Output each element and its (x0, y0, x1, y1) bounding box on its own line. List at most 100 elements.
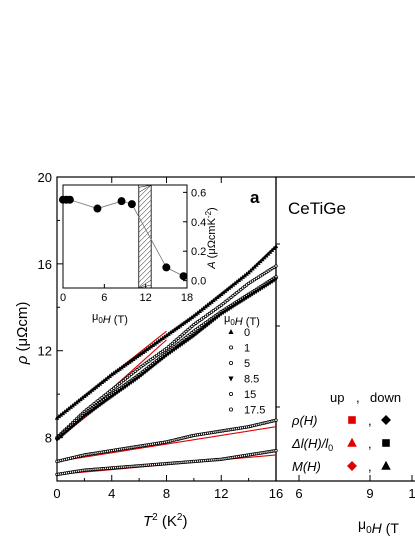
legend-label: 1 (244, 343, 250, 355)
data-point (105, 397, 111, 402)
fit-line (56, 426, 277, 463)
data-point (166, 351, 171, 357)
data-point (220, 310, 226, 316)
legend-down-marker (381, 460, 391, 470)
data-point (62, 431, 68, 436)
data-point (273, 277, 279, 282)
data-point (242, 297, 247, 302)
right-x-tick-label: 9 (366, 486, 373, 501)
data-point (176, 344, 181, 350)
legend-label: 5 (244, 358, 250, 370)
data-point (183, 339, 189, 344)
data-point (211, 318, 216, 323)
data-point (248, 293, 253, 298)
legend-marker (228, 329, 234, 335)
data-point (80, 415, 85, 421)
right-x-tick-label: 6 (295, 486, 302, 501)
legend-label: 15 (244, 389, 256, 401)
inset-data-point (162, 263, 171, 272)
data-point (262, 284, 267, 290)
data-point (95, 404, 101, 409)
data-point (226, 307, 232, 312)
data-point (76, 419, 81, 424)
data-point (134, 376, 140, 381)
data-point (205, 322, 210, 328)
inset-x-label: μ0H (T) (92, 311, 128, 326)
data-point (162, 354, 167, 360)
inset-y-tick-label: 0.4 (191, 217, 206, 229)
x-tick-label: 0 (53, 486, 60, 501)
data-point (99, 401, 105, 406)
legend-marker (228, 407, 233, 412)
data-point (111, 393, 116, 398)
data-point (213, 316, 218, 322)
data-point (244, 295, 249, 301)
data-point (274, 448, 278, 453)
data-point (168, 350, 173, 355)
data-point (230, 304, 236, 309)
y-axis-label: ρ (μΩcm) (14, 302, 31, 366)
data-point (150, 364, 156, 369)
data-point (148, 365, 154, 371)
inset-y-tick-label: 0.2 (191, 246, 206, 258)
legend-up-marker (347, 461, 357, 471)
legend-marker (228, 376, 234, 382)
data-point (174, 346, 179, 351)
data-point (152, 362, 157, 367)
data-point (179, 342, 185, 347)
data-point (224, 308, 230, 313)
y-tick-label: 12 (38, 344, 52, 359)
legend-label: 8.5 (244, 374, 259, 386)
legend-up-marker (348, 416, 356, 424)
data-point (172, 347, 177, 353)
data-point (209, 319, 214, 325)
data-point (84, 412, 89, 418)
legend-down-marker (382, 439, 390, 447)
data-point (258, 287, 263, 292)
data-point (260, 286, 265, 291)
data-point (125, 383, 130, 388)
y-tick-label: 16 (38, 257, 52, 272)
x-tick-label: 8 (163, 486, 170, 501)
legend-up-marker (347, 437, 357, 447)
data-point (72, 422, 77, 427)
data-point (164, 353, 169, 358)
data-point (271, 278, 277, 283)
data-point (158, 358, 163, 363)
data-point (142, 370, 148, 375)
data-point (252, 291, 257, 296)
legend-down-marker (381, 415, 391, 425)
data-point (58, 434, 64, 439)
data-point (103, 398, 109, 404)
data-point (215, 315, 220, 320)
data-point (187, 336, 193, 341)
data-point (119, 387, 124, 392)
data-point (107, 396, 113, 401)
data-point (136, 375, 142, 380)
data-point (207, 321, 212, 326)
right-panel-title: CeTiGe (288, 199, 346, 218)
data-point (217, 313, 222, 318)
data-point (109, 394, 114, 399)
inset-y-label: A (μΩcmK-2) (204, 207, 218, 269)
x-tick-label: 4 (108, 486, 115, 501)
data-point (54, 438, 60, 443)
data-point (267, 281, 273, 286)
data-point (181, 340, 187, 346)
data-point (193, 332, 199, 337)
data-point (191, 333, 197, 339)
right-x-tick-label: 1 (408, 486, 415, 501)
data-point (195, 330, 201, 335)
data-point (74, 420, 79, 426)
series-17.5 (55, 448, 278, 477)
data-point (156, 359, 161, 364)
data-point (101, 400, 107, 405)
data-point (127, 382, 132, 387)
data-point (115, 390, 120, 395)
inset-y-tick-label: 0.0 (191, 276, 206, 288)
legend-row-sep: , (368, 459, 372, 474)
inset-data-point (179, 272, 188, 281)
data-point (113, 391, 118, 397)
